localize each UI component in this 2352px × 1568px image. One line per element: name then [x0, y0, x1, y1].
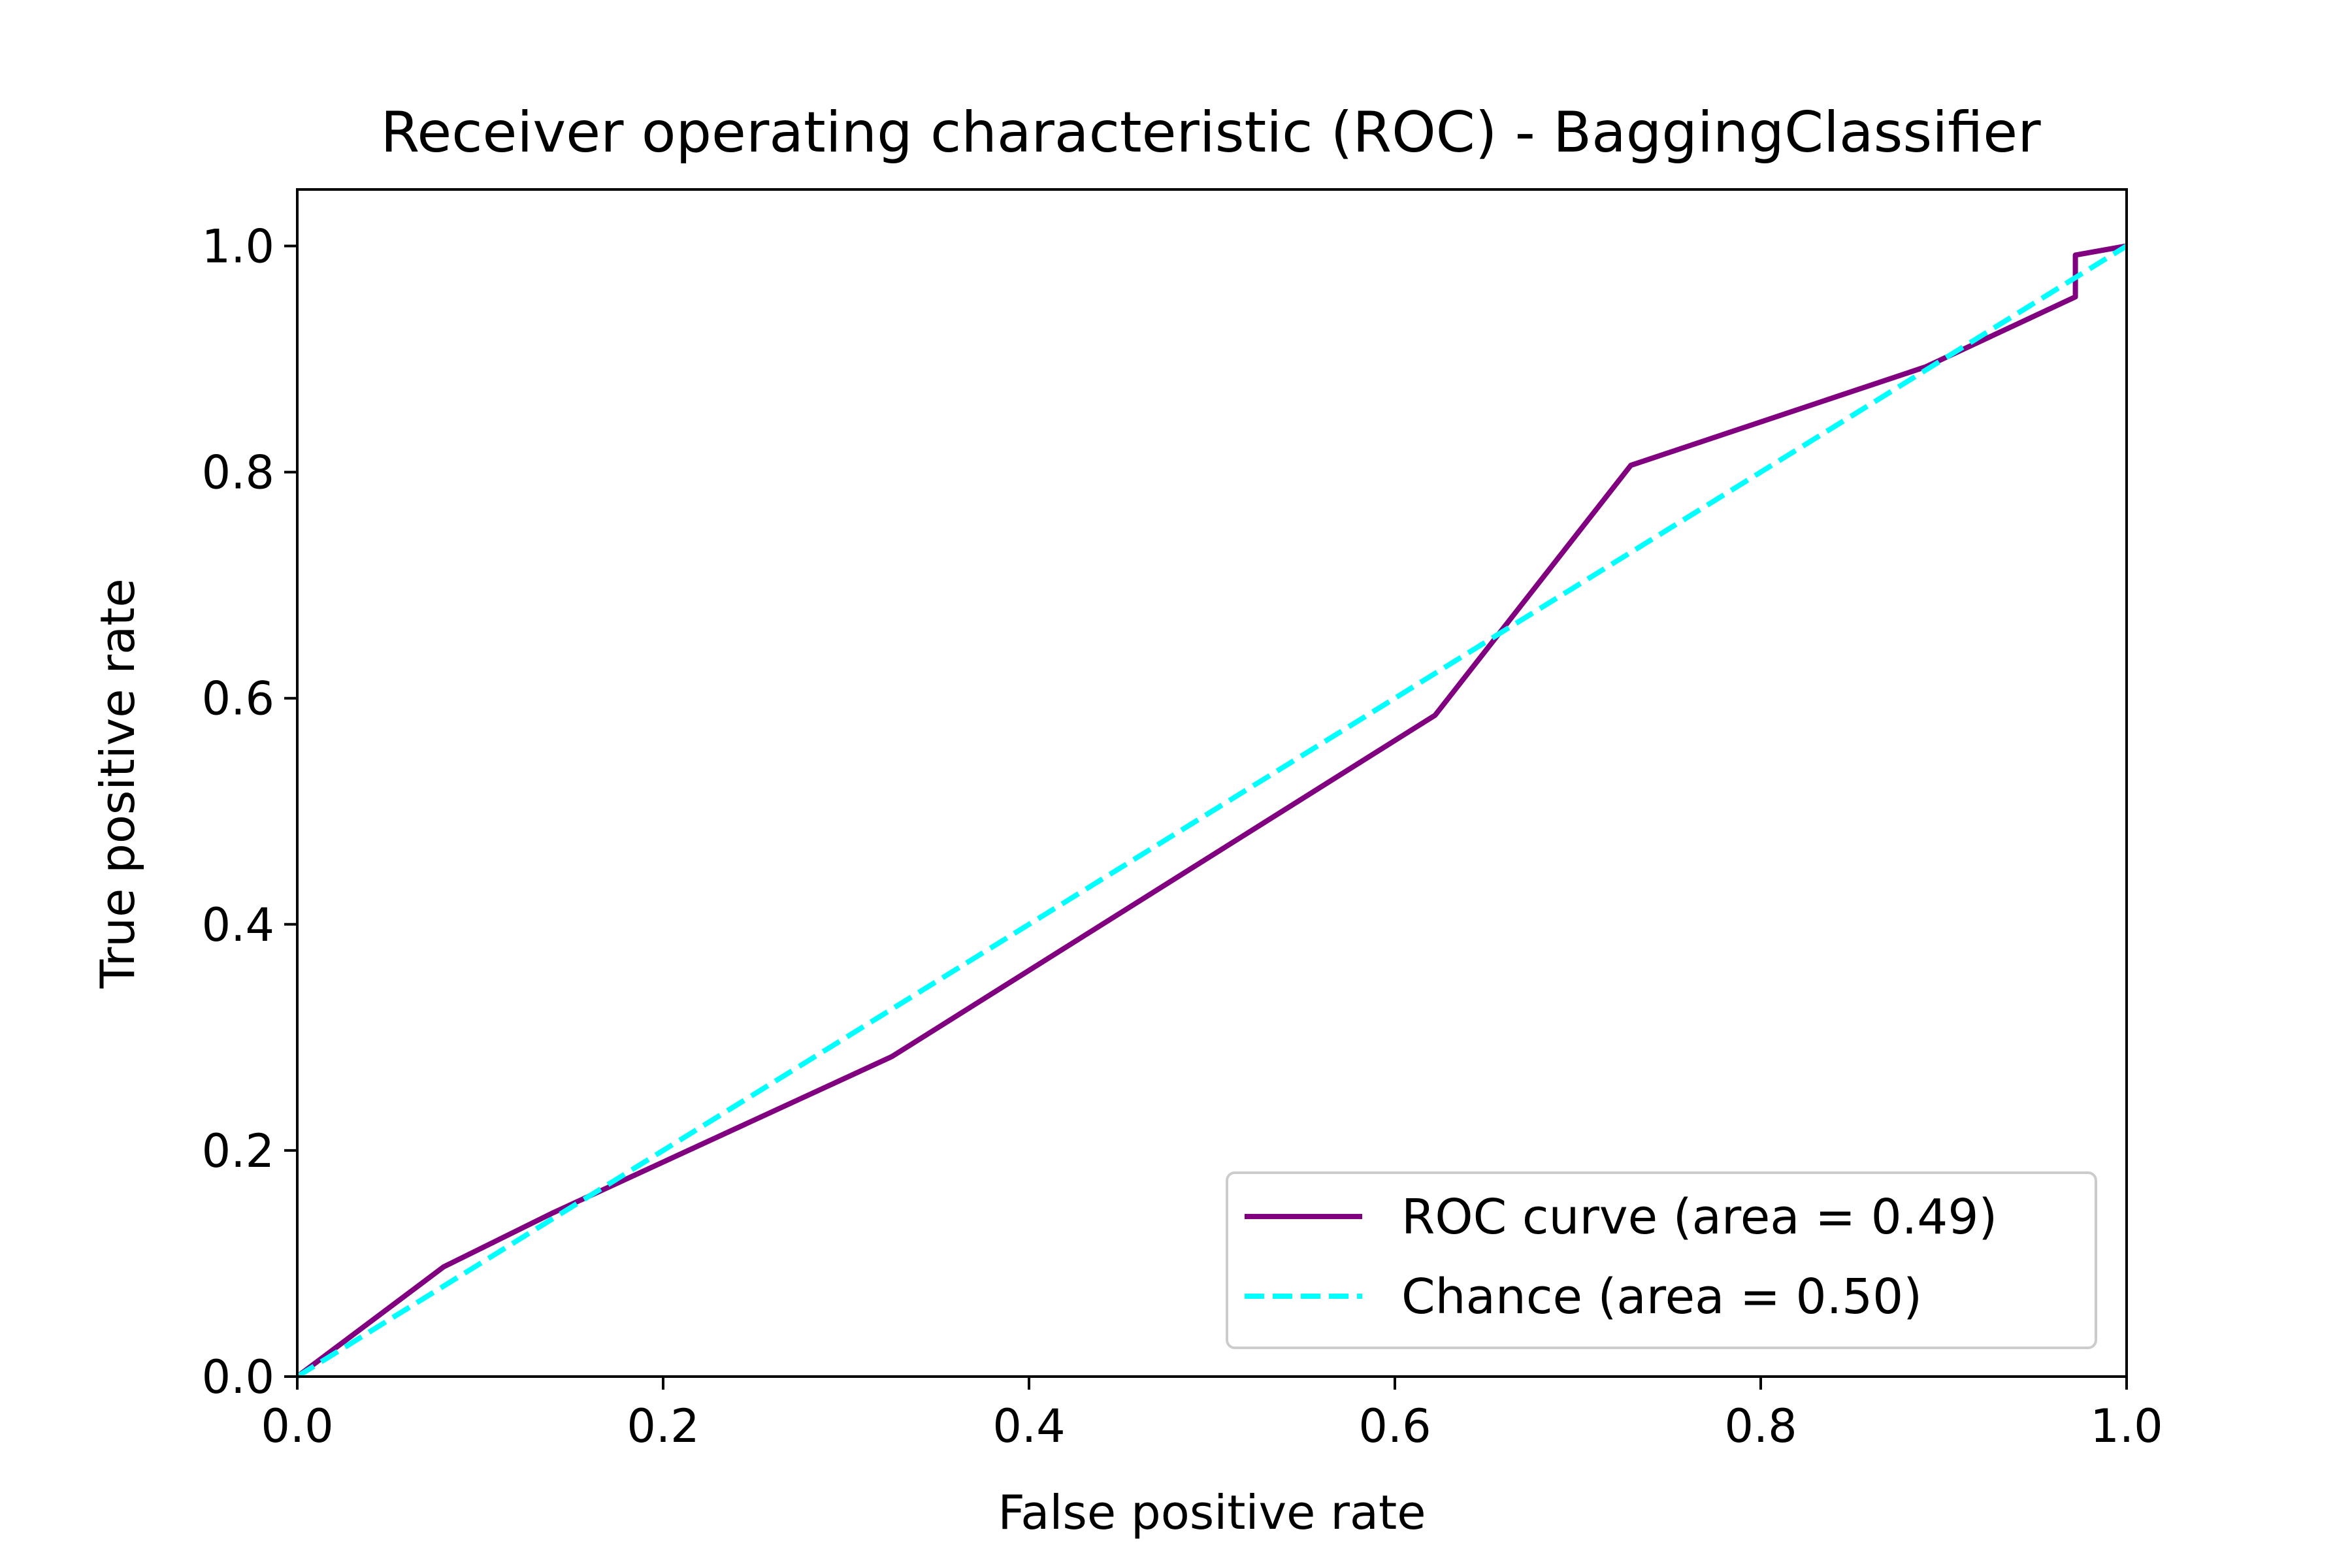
y-tick-label: 0.2: [202, 1124, 274, 1178]
legend-box: [1226, 1171, 2097, 1349]
legend: ROC curve (area = 0.49) Chance (area = 0…: [1226, 1171, 2097, 1349]
y-tick-label: 0.4: [202, 898, 274, 952]
legend-label-chance: Chance (area = 0.50): [1401, 1269, 1922, 1325]
y-tick-label: 0.6: [202, 672, 274, 726]
x-tick-label: 0.4: [992, 1399, 1065, 1453]
plot-frame: [296, 188, 2128, 1378]
y-axis-label: True positive rate: [90, 578, 145, 988]
x-tick-label: 1.0: [2090, 1399, 2163, 1453]
y-tick-label: 0.8: [202, 446, 274, 500]
chance-line: [295, 244, 2129, 1379]
plot-lines: [295, 243, 2129, 1379]
chart-title: Receiver operating characteristic (ROC) …: [380, 100, 2041, 165]
x-tick-label: 0.2: [627, 1399, 699, 1453]
y-tick-label: 0.0: [202, 1350, 274, 1404]
x-tick-label: 0.8: [1724, 1399, 1797, 1453]
legend-label-roc: ROC curve (area = 0.49): [1401, 1189, 1997, 1245]
x-tick-label: 0.0: [261, 1399, 333, 1453]
x-axis-label: False positive rate: [998, 1485, 1426, 1540]
y-axis-ticks: 0.0 0.2 0.4 0.6 0.8 1.0: [202, 220, 297, 1404]
y-tick-label: 1.0: [202, 220, 274, 274]
x-axis-ticks: 0.0 0.2 0.4 0.6 0.8 1.0: [261, 1377, 2163, 1453]
x-tick-label: 0.6: [1358, 1399, 1431, 1453]
